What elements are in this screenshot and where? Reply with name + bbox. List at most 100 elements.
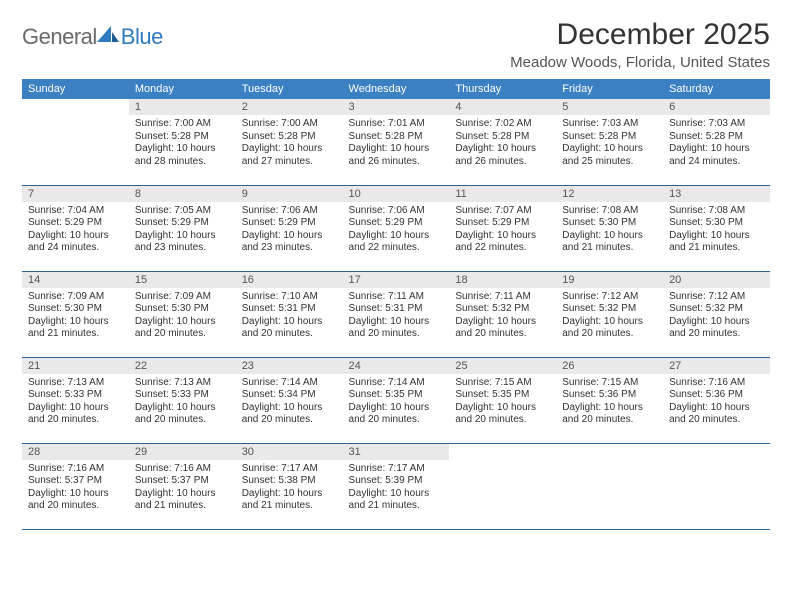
day-sunset: Sunset: 5:28 PM: [135, 131, 230, 144]
day-sunrise: Sunrise: 7:07 AM: [455, 205, 550, 218]
day-body: Sunrise: 7:04 AMSunset: 5:29 PMDaylight:…: [22, 202, 129, 259]
brand-word1: General: [22, 24, 97, 50]
day-number: 21: [22, 358, 129, 374]
day-sunrise: Sunrise: 7:08 AM: [562, 205, 657, 218]
day-number: 18: [449, 272, 556, 288]
day-cell: 9Sunrise: 7:06 AMSunset: 5:29 PMDaylight…: [236, 185, 343, 271]
day-body: Sunrise: 7:03 AMSunset: 5:28 PMDaylight:…: [556, 115, 663, 172]
day-number: 6: [663, 99, 770, 115]
week-row: 7Sunrise: 7:04 AMSunset: 5:29 PMDaylight…: [22, 185, 770, 271]
day-daylight: Daylight: 10 hours and 25 minutes.: [562, 143, 657, 168]
day-cell: 14Sunrise: 7:09 AMSunset: 5:30 PMDayligh…: [22, 271, 129, 357]
day-daylight: Daylight: 10 hours and 20 minutes.: [242, 402, 337, 427]
day-daylight: Daylight: 10 hours and 24 minutes.: [28, 230, 123, 255]
day-cell: 23Sunrise: 7:14 AMSunset: 5:34 PMDayligh…: [236, 357, 343, 443]
brand-word2: Blue: [121, 24, 163, 50]
day-number: 12: [556, 186, 663, 202]
week-row: 1Sunrise: 7:00 AMSunset: 5:28 PMDaylight…: [22, 99, 770, 185]
day-body: Sunrise: 7:09 AMSunset: 5:30 PMDaylight:…: [22, 288, 129, 345]
day-sunset: Sunset: 5:30 PM: [562, 217, 657, 230]
day-sunrise: Sunrise: 7:09 AM: [28, 291, 123, 304]
day-sunrise: Sunrise: 7:13 AM: [28, 377, 123, 390]
day-body: Sunrise: 7:15 AMSunset: 5:36 PMDaylight:…: [556, 374, 663, 431]
day-cell: 12Sunrise: 7:08 AMSunset: 5:30 PMDayligh…: [556, 185, 663, 271]
day-sunrise: Sunrise: 7:15 AM: [562, 377, 657, 390]
day-sunset: Sunset: 5:29 PM: [135, 217, 230, 230]
day-sunset: Sunset: 5:30 PM: [669, 217, 764, 230]
day-cell: 18Sunrise: 7:11 AMSunset: 5:32 PMDayligh…: [449, 271, 556, 357]
day-sunset: Sunset: 5:37 PM: [135, 475, 230, 488]
day-sunset: Sunset: 5:28 PM: [349, 131, 444, 144]
day-daylight: Daylight: 10 hours and 23 minutes.: [135, 230, 230, 255]
day-sunset: Sunset: 5:28 PM: [455, 131, 550, 144]
day-number: 16: [236, 272, 343, 288]
day-cell: [663, 443, 770, 529]
day-daylight: Daylight: 10 hours and 26 minutes.: [455, 143, 550, 168]
day-body: Sunrise: 7:16 AMSunset: 5:37 PMDaylight:…: [129, 460, 236, 517]
calendar-body: 1Sunrise: 7:00 AMSunset: 5:28 PMDaylight…: [22, 99, 770, 529]
day-cell: 3Sunrise: 7:01 AMSunset: 5:28 PMDaylight…: [343, 99, 450, 185]
day-body: Sunrise: 7:12 AMSunset: 5:32 PMDaylight:…: [556, 288, 663, 345]
day-sunset: Sunset: 5:34 PM: [242, 389, 337, 402]
day-number: 10: [343, 186, 450, 202]
day-sunrise: Sunrise: 7:00 AM: [135, 118, 230, 131]
day-sunset: Sunset: 5:36 PM: [562, 389, 657, 402]
day-cell: 31Sunrise: 7:17 AMSunset: 5:39 PMDayligh…: [343, 443, 450, 529]
day-sunset: Sunset: 5:32 PM: [455, 303, 550, 316]
day-cell: 10Sunrise: 7:06 AMSunset: 5:29 PMDayligh…: [343, 185, 450, 271]
day-body: Sunrise: 7:06 AMSunset: 5:29 PMDaylight:…: [236, 202, 343, 259]
day-daylight: Daylight: 10 hours and 20 minutes.: [135, 316, 230, 341]
day-daylight: Daylight: 10 hours and 20 minutes.: [455, 402, 550, 427]
day-number: 19: [556, 272, 663, 288]
day-number: 15: [129, 272, 236, 288]
day-body: Sunrise: 7:06 AMSunset: 5:29 PMDaylight:…: [343, 202, 450, 259]
day-body: Sunrise: 7:14 AMSunset: 5:35 PMDaylight:…: [343, 374, 450, 431]
day-number: 5: [556, 99, 663, 115]
day-cell: 21Sunrise: 7:13 AMSunset: 5:33 PMDayligh…: [22, 357, 129, 443]
day-sunset: Sunset: 5:29 PM: [349, 217, 444, 230]
day-cell: 6Sunrise: 7:03 AMSunset: 5:28 PMDaylight…: [663, 99, 770, 185]
day-cell: 15Sunrise: 7:09 AMSunset: 5:30 PMDayligh…: [129, 271, 236, 357]
day-number: 23: [236, 358, 343, 374]
day-body: [449, 448, 556, 455]
day-body: Sunrise: 7:07 AMSunset: 5:29 PMDaylight:…: [449, 202, 556, 259]
dow-saturday: Saturday: [663, 79, 770, 99]
week-row: 28Sunrise: 7:16 AMSunset: 5:37 PMDayligh…: [22, 443, 770, 529]
day-body: Sunrise: 7:03 AMSunset: 5:28 PMDaylight:…: [663, 115, 770, 172]
day-body: Sunrise: 7:01 AMSunset: 5:28 PMDaylight:…: [343, 115, 450, 172]
day-body: Sunrise: 7:11 AMSunset: 5:32 PMDaylight:…: [449, 288, 556, 345]
day-body: Sunrise: 7:00 AMSunset: 5:28 PMDaylight:…: [129, 115, 236, 172]
day-daylight: Daylight: 10 hours and 21 minutes.: [669, 230, 764, 255]
day-sunrise: Sunrise: 7:02 AM: [455, 118, 550, 131]
day-cell: 28Sunrise: 7:16 AMSunset: 5:37 PMDayligh…: [22, 443, 129, 529]
dow-row: Sunday Monday Tuesday Wednesday Thursday…: [22, 79, 770, 99]
day-sunset: Sunset: 5:31 PM: [349, 303, 444, 316]
day-number: 1: [129, 99, 236, 115]
day-sunrise: Sunrise: 7:04 AM: [28, 205, 123, 218]
day-sunset: Sunset: 5:39 PM: [349, 475, 444, 488]
day-daylight: Daylight: 10 hours and 21 minutes.: [28, 316, 123, 341]
day-body: Sunrise: 7:10 AMSunset: 5:31 PMDaylight:…: [236, 288, 343, 345]
day-sunrise: Sunrise: 7:11 AM: [455, 291, 550, 304]
day-number: 2: [236, 99, 343, 115]
day-number: 4: [449, 99, 556, 115]
day-sunrise: Sunrise: 7:14 AM: [349, 377, 444, 390]
day-cell: 30Sunrise: 7:17 AMSunset: 5:38 PMDayligh…: [236, 443, 343, 529]
day-body: Sunrise: 7:08 AMSunset: 5:30 PMDaylight:…: [663, 202, 770, 259]
day-number: 14: [22, 272, 129, 288]
day-body: Sunrise: 7:12 AMSunset: 5:32 PMDaylight:…: [663, 288, 770, 345]
day-cell: 27Sunrise: 7:16 AMSunset: 5:36 PMDayligh…: [663, 357, 770, 443]
day-sunrise: Sunrise: 7:03 AM: [669, 118, 764, 131]
day-sunset: Sunset: 5:38 PM: [242, 475, 337, 488]
day-sunrise: Sunrise: 7:08 AM: [669, 205, 764, 218]
day-sunset: Sunset: 5:30 PM: [28, 303, 123, 316]
location: Meadow Woods, Florida, United States: [510, 54, 770, 71]
day-daylight: Daylight: 10 hours and 21 minutes.: [242, 488, 337, 513]
day-cell: 22Sunrise: 7:13 AMSunset: 5:33 PMDayligh…: [129, 357, 236, 443]
day-daylight: Daylight: 10 hours and 20 minutes.: [669, 316, 764, 341]
day-number: 26: [556, 358, 663, 374]
day-cell: [22, 99, 129, 185]
dow-friday: Friday: [556, 79, 663, 99]
day-sunrise: Sunrise: 7:00 AM: [242, 118, 337, 131]
day-number: 31: [343, 444, 450, 460]
